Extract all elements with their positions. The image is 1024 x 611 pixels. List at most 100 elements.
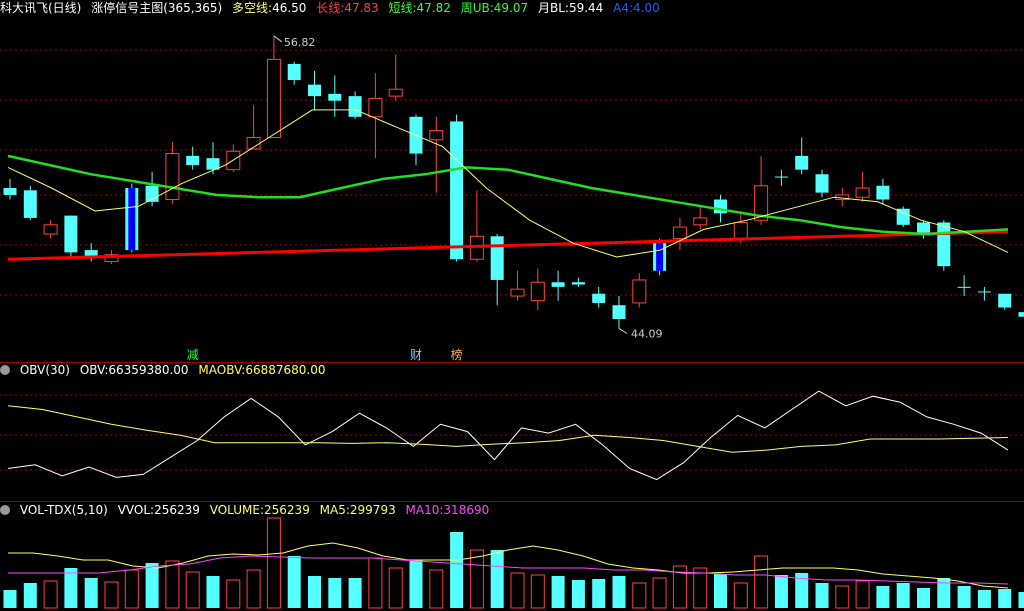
candle-body (754, 185, 769, 221)
candle-body (855, 187, 870, 198)
volume-panel-header: VOL-TDX(5,10) VVOL:256239 VOLUME:256239 … (0, 502, 495, 518)
volume-label: VOLUME: (209, 503, 265, 517)
vol-settings-icon[interactable] (0, 505, 10, 515)
volume-bar (23, 583, 37, 608)
obv-label: OBV: (79, 363, 109, 377)
volume-bar (490, 550, 504, 608)
obv-panel-header: OBV(30) OBV:66359380.00 MAOBV:66887680.0… (0, 362, 332, 378)
event-marker: 减 (187, 348, 199, 362)
volume-bar (510, 572, 525, 609)
volume-bar (754, 555, 769, 609)
volume-bar (450, 532, 464, 608)
obv-settings-icon[interactable] (0, 365, 10, 375)
candle-body (693, 217, 708, 226)
volume-bar (896, 583, 910, 608)
volume-bar (693, 567, 708, 609)
candle-body (429, 130, 444, 141)
vol-ma10-line (8, 555, 1009, 585)
short-line (7, 109, 1009, 258)
candle-body (3, 188, 17, 195)
candle-body (672, 226, 687, 240)
candle-body (571, 282, 585, 285)
month-bl-label: 月BL: (537, 1, 569, 15)
maobv-line (7, 405, 1009, 453)
candle-body (104, 254, 119, 263)
high-price-label: 56.82 (284, 36, 316, 49)
volume-bar (774, 575, 788, 608)
volume-bar (43, 580, 58, 609)
volume-bar (551, 576, 565, 608)
candle-body (937, 222, 951, 267)
maobv-label: MAOBV: (198, 363, 246, 377)
candle-body (1018, 312, 1024, 317)
volume-bar (733, 582, 748, 609)
volume-bar (632, 582, 647, 609)
candle-body (450, 121, 464, 260)
week-ub-label: 周UB: (460, 1, 494, 15)
candle-body (896, 208, 910, 225)
event-marker: 财 (410, 348, 422, 362)
volume-bar (652, 577, 667, 609)
candle-body (774, 176, 788, 178)
candle-body (917, 222, 930, 234)
volume-bar (124, 569, 139, 609)
obv-line (7, 390, 1009, 481)
candle-body (815, 174, 829, 193)
ma10-value: 318690 (443, 503, 490, 517)
volume-bar (714, 574, 727, 608)
week-ub-value: 49.07 (493, 1, 529, 15)
volume-bar (937, 578, 951, 608)
candle-body (612, 305, 626, 320)
candle-body (551, 282, 565, 287)
long-line-label: 长线: (316, 1, 345, 15)
volume-bar (855, 580, 870, 609)
volume-bar (3, 590, 17, 608)
candle-body (530, 281, 545, 302)
dkx-value: 46.50 (272, 1, 307, 15)
volume-bar (308, 576, 321, 608)
candle-body (977, 291, 991, 293)
candle-body (998, 293, 1012, 308)
candle-body-signal (656, 243, 664, 271)
stock-title[interactable]: 科大讯飞(日线) (0, 1, 82, 15)
candle-body (186, 155, 200, 166)
volume-bar (64, 568, 78, 608)
candle-body (490, 236, 504, 280)
a4-value: 4.00 (633, 1, 660, 15)
event-marker: 榜 (451, 347, 463, 362)
candle-body (348, 96, 362, 117)
volume-bar (977, 590, 991, 608)
panel-divider-vol (0, 501, 1024, 502)
volume-bar (165, 560, 180, 609)
candle-body (64, 215, 78, 253)
candle-body (206, 158, 220, 170)
candle-body (43, 224, 58, 235)
obv-indicator-name[interactable]: OBV(30) (19, 363, 70, 377)
candle-body-signal (128, 188, 136, 251)
panel-divider-obv (0, 362, 1024, 363)
volume-bar (246, 569, 261, 609)
volume-bar (835, 585, 850, 609)
candle-body (388, 88, 403, 97)
volume-bar (84, 578, 98, 608)
volume-bar (185, 571, 200, 609)
volume-bar (104, 581, 119, 609)
volume-value: 256239 (264, 503, 310, 517)
volume-bar (388, 567, 403, 609)
candle-body (876, 185, 890, 200)
candle-body (368, 97, 383, 118)
candle-body (328, 93, 342, 101)
volume-bar (672, 565, 687, 609)
mid-line (7, 154, 1009, 236)
candle-body (287, 63, 301, 81)
long-line (7, 230, 1009, 261)
volume-bar (815, 583, 829, 608)
volume-bar (1018, 592, 1024, 608)
candle-body (23, 190, 37, 218)
vol-indicator-name[interactable]: VOL-TDX(5,10) (19, 503, 108, 517)
ma10-label: MA10: (405, 503, 444, 517)
volume-bar (592, 579, 606, 608)
volume-bar (328, 578, 342, 608)
main-indicator-name[interactable]: 涨停信号主图(365,365) (91, 1, 223, 15)
